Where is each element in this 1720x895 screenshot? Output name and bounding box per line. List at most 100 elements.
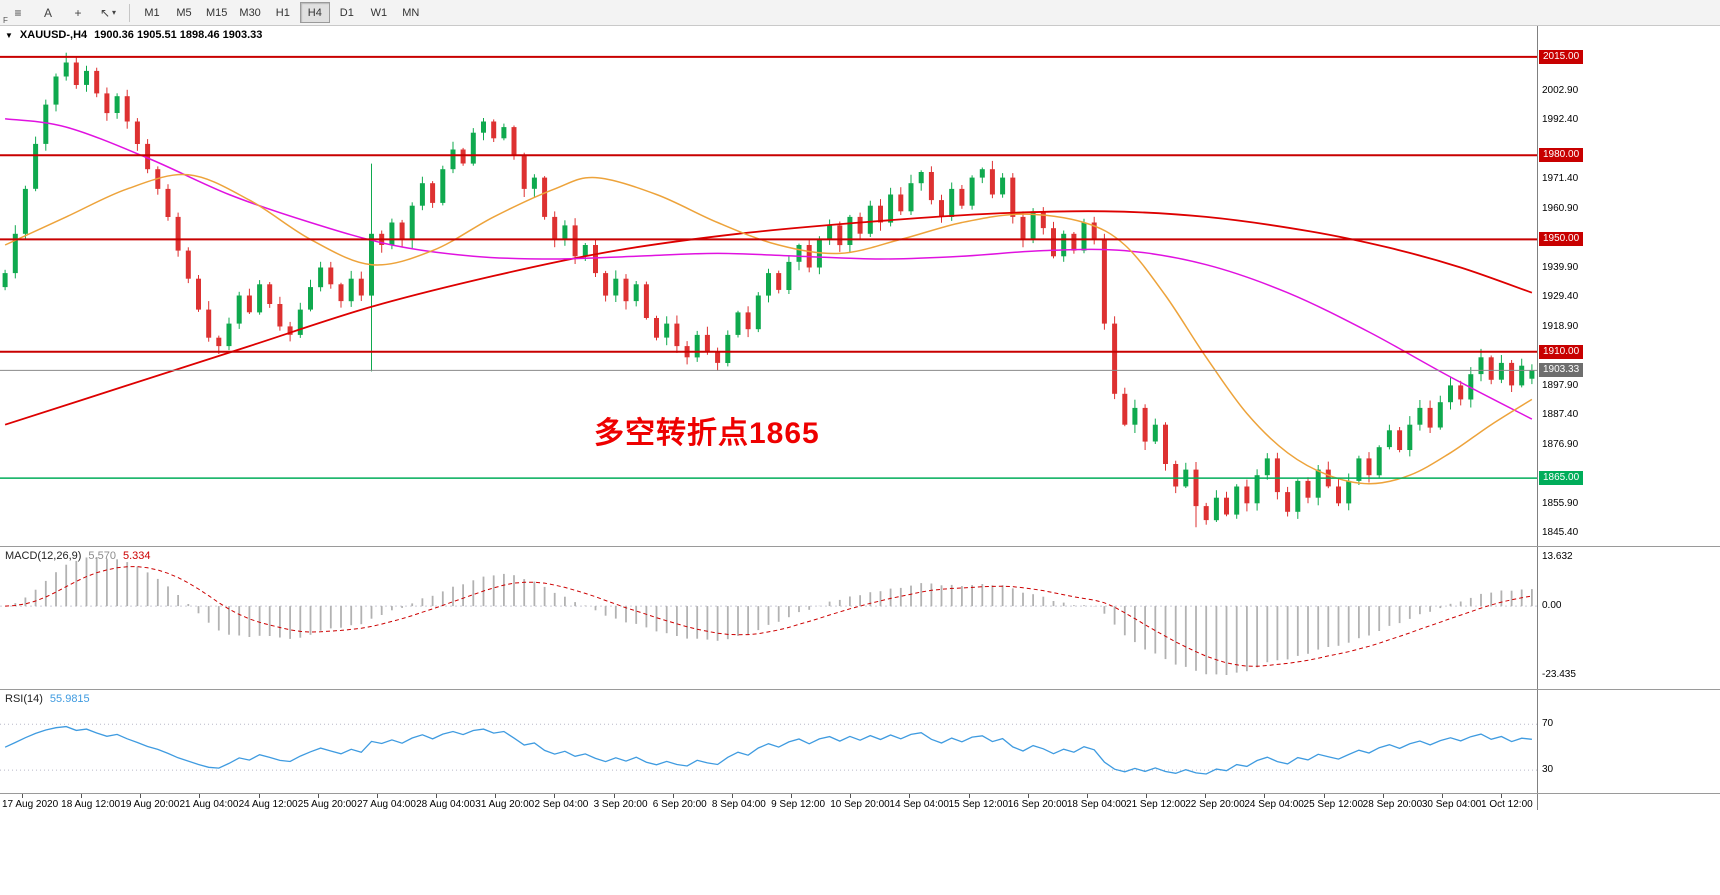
time-axis-label: 24 Aug 12:00 [238, 799, 298, 810]
time-axis-tick [613, 794, 615, 798]
text-tool-icon: A [43, 5, 52, 20]
price-axis-label: 1929.40 [1542, 291, 1579, 303]
arrow-tool-icon: ↖ [99, 5, 111, 20]
time-axis-label: 19 Aug 20:00 [120, 799, 180, 810]
dropdown-caret-icon: ▾ [112, 8, 117, 17]
time-axis-label: 25 Sep 12:00 [1303, 799, 1364, 810]
macd-main-value: 5.570 [88, 550, 116, 562]
arrow-tool-button[interactable]: ↖ ▾ [94, 2, 122, 24]
toolbar-separator [129, 3, 130, 22]
timeframe-button-d1[interactable]: D1 [339, 6, 354, 19]
time-axis-label: 15 Sep 12:00 [948, 799, 1009, 810]
time-axis-label: 24 Sep 04:00 [1244, 799, 1304, 810]
time-axis-tick [850, 794, 852, 798]
time-axis-tick [909, 794, 911, 798]
rsi-label: RSI(14) [5, 693, 43, 705]
price-axis-label: 1876.90 [1542, 438, 1579, 450]
macd-panel[interactable]: MACD(12,26,9) 5.570 5.334 13.632 0.00 -23.… [0, 547, 1720, 689]
charts-list-button[interactable]: ≡ [4, 2, 32, 24]
crosshair-tool-button[interactable]: + [64, 2, 92, 24]
charts-list-icon: ≡ [14, 5, 22, 20]
panel-splitter[interactable] [0, 546, 1720, 547]
timeframe-button-h4[interactable]: H4 [299, 2, 330, 23]
time-axis-label: 28 Aug 04:00 [416, 799, 476, 810]
rsi-title: RSI(14) 55.9815 [5, 693, 90, 705]
price-axis-label: 1897.90 [1542, 379, 1579, 391]
timeframe-button-m1[interactable]: M1 [144, 6, 160, 19]
time-axis-tick [731, 794, 733, 798]
price-axis-label: 1939.90 [1542, 261, 1579, 273]
time-axis-tick [1323, 794, 1325, 798]
macd-axis-bottom-label: -23.435 [1542, 669, 1576, 680]
panel-splitter[interactable] [0, 689, 1720, 690]
timeframe-button-mn[interactable]: MN [402, 6, 420, 19]
macd-axis[interactable]: 13.632 0.00 -23.435 [1537, 547, 1720, 689]
timeframe-button-w1[interactable]: W1 [370, 6, 388, 19]
time-axis-label: 9 Sep 12:00 [771, 799, 826, 810]
time-axis-tick [199, 794, 201, 798]
time-axis-label: 18 Sep 04:00 [1066, 799, 1127, 810]
price-axis-label: 1845.40 [1542, 527, 1579, 539]
price-tag-1865.00: 1865.00 [1539, 471, 1584, 486]
toolbar: ≡ A + ↖ ▾ M1 M5 M15 M30 H1 H4 D1 W1 MN F [0, 0, 1720, 26]
panel-splitter[interactable] [0, 793, 1720, 794]
time-axis-label: 25 Aug 20:00 [297, 799, 357, 810]
price-axis-label: 1992.40 [1542, 114, 1579, 126]
time-axis-tick [258, 794, 260, 798]
ohlc-values: 1900.36 1905.51 1898.46 1903.33 [94, 29, 263, 41]
time-axis-tick [968, 794, 970, 798]
time-axis-label: 22 Sep 20:00 [1185, 799, 1245, 810]
macd-title: MACD(12,26,9) 5.570 5.334 [5, 550, 150, 562]
macd-canvas[interactable] [0, 547, 1537, 689]
time-axis-tick [1205, 794, 1207, 798]
price-chart-canvas[interactable] [0, 26, 1537, 546]
time-axis-label: 31 Aug 20:00 [475, 799, 535, 810]
rsi-axis[interactable]: 70 30 [1537, 690, 1720, 793]
timeframe-button-h1[interactable]: H1 [275, 6, 290, 19]
time-axis-tick [1382, 794, 1384, 798]
time-axis-tick [495, 794, 497, 798]
time-axis-tick [317, 794, 319, 798]
price-axis[interactable]: 2002.90 1992.40 1971.40 1960.90 1939.90 1929.… [1537, 26, 1720, 546]
time-axis-label: 2 Sep 04:00 [534, 799, 589, 810]
timeframe-button-m15[interactable]: M15 [206, 6, 228, 19]
macd-signal-value: 5.334 [122, 550, 151, 562]
timeframe-button-m5[interactable]: M5 [176, 6, 192, 19]
time-axis-tick [672, 794, 674, 798]
price-axis-label: 1887.40 [1542, 409, 1579, 421]
time-axis-label: 27 Aug 04:00 [356, 799, 416, 810]
time-axis-tick [1027, 794, 1029, 798]
rsi-panel[interactable]: RSI(14) 55.9815 70 30 [0, 690, 1720, 793]
chart-title: ▼ XAUUSD-,H4 1900.36 1905.51 1898.46 190… [5, 29, 262, 41]
symbol-timeframe-label: XAUUSD-,H4 [19, 29, 88, 41]
macd-axis-zero-label: 0.00 [1542, 600, 1562, 612]
timeframe-button-m30[interactable]: M30 [239, 6, 261, 19]
time-axis[interactable]: 17 Aug 2020 18 Aug 12:00 19 Aug 20:00 21 Au… [0, 794, 1720, 895]
time-axis-label: 10 Sep 20:00 [830, 799, 890, 810]
price-tag-1910.00: 1910.00 [1539, 344, 1584, 359]
time-axis-label: 17 Aug 2020 [2, 799, 59, 810]
timeframe-group: M1 M5 M15 M30 H1 H4 D1 W1 MN [136, 2, 427, 23]
rsi-value: 55.9815 [49, 693, 90, 705]
price-chart-panel[interactable]: ▼ XAUUSD-,H4 1900.36 1905.51 1898.46 190… [0, 26, 1720, 546]
time-axis-tick [791, 794, 793, 798]
price-axis-label: 1855.90 [1542, 497, 1579, 509]
time-axis-label: 1 Oct 12:00 [1481, 799, 1533, 810]
tool-group: ≡ A + ↖ ▾ [3, 2, 123, 24]
text-tool-button[interactable]: A [34, 2, 62, 24]
collapse-icon[interactable]: ▼ [5, 30, 13, 40]
time-axis-tick [1441, 794, 1443, 798]
time-axis-label: 16 Sep 20:00 [1007, 799, 1068, 810]
time-axis-label: 30 Sep 04:00 [1421, 799, 1482, 810]
time-axis-tick [1264, 794, 1266, 798]
macd-label: MACD(12,26,9) [5, 550, 82, 562]
rsi-canvas[interactable] [0, 690, 1537, 793]
time-axis-label: 6 Sep 20:00 [652, 799, 707, 810]
chart-annotation[interactable]: 多空转折点1865 [594, 417, 820, 450]
price-tag-1980.00: 1980.00 [1539, 148, 1584, 163]
time-axis-tick [554, 794, 556, 798]
price-tag-1950.00: 1950.00 [1539, 232, 1584, 247]
price-tag-1903.33: 1903.33 [1539, 363, 1584, 378]
price-axis-label: 1960.90 [1542, 202, 1579, 214]
time-axis-label: 28 Sep 20:00 [1362, 799, 1423, 810]
